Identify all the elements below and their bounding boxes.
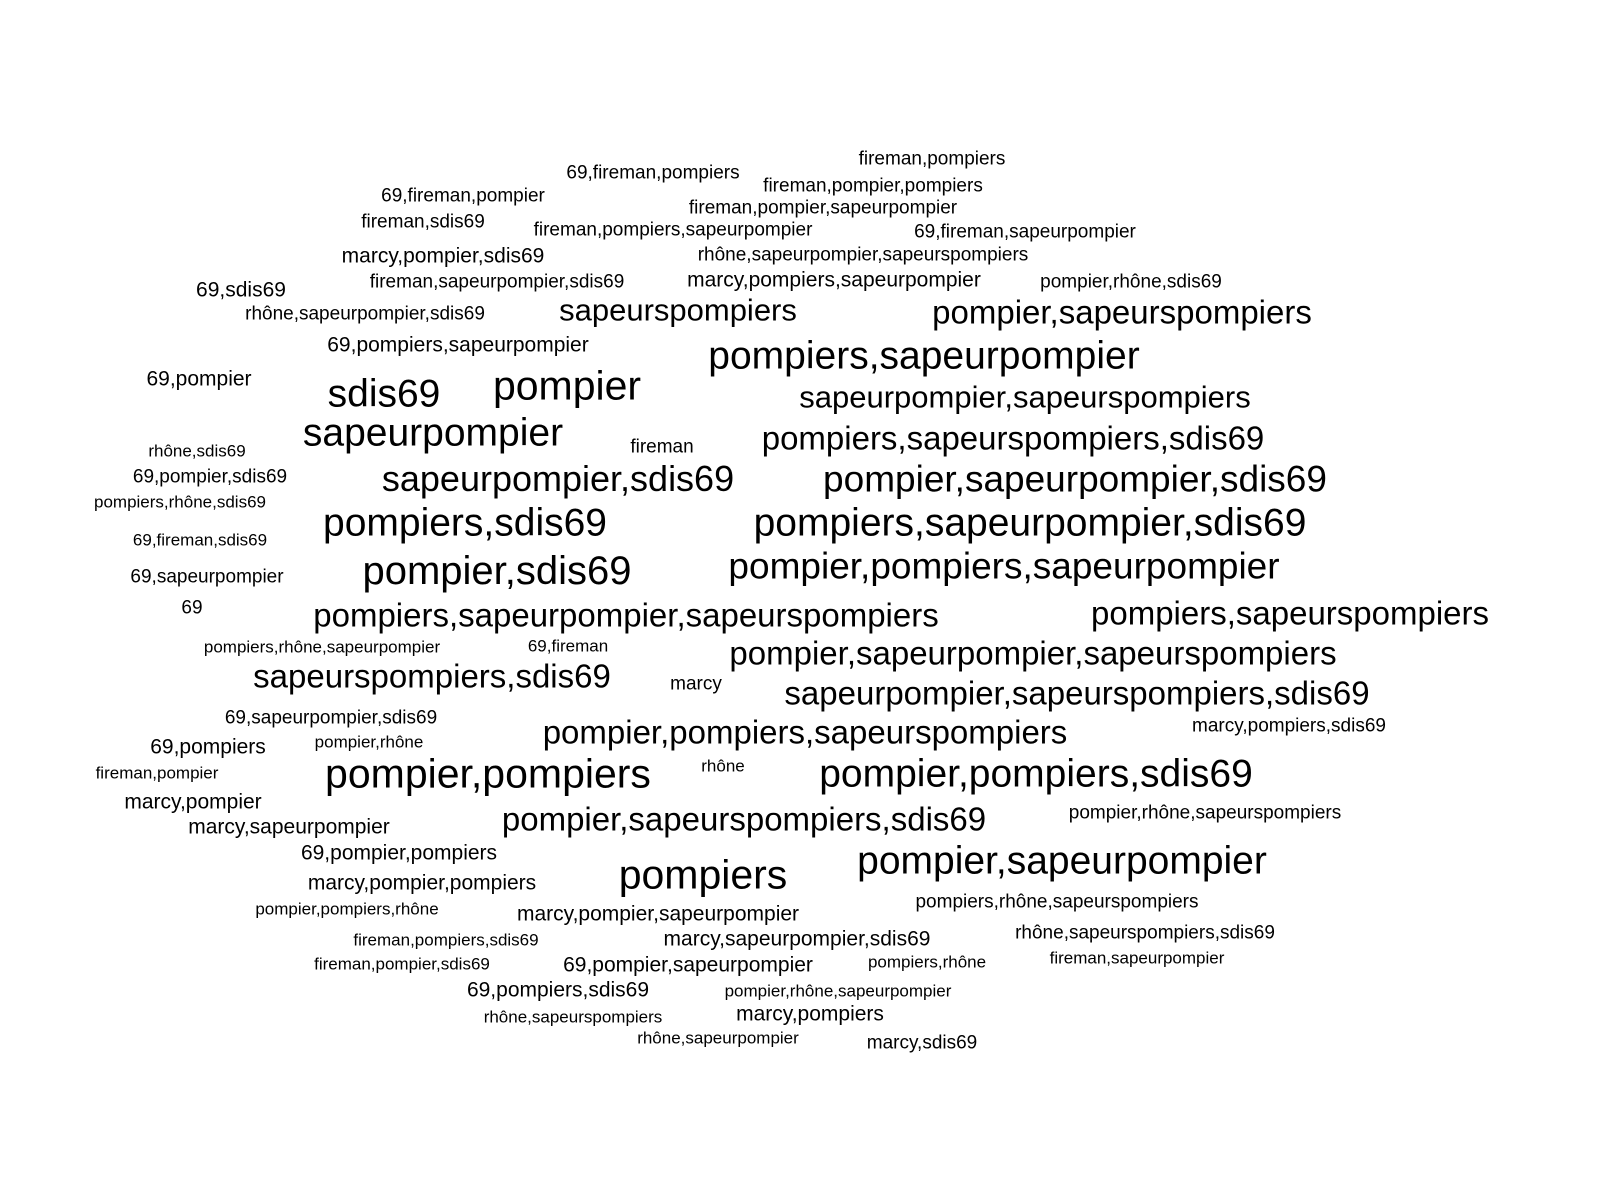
cloud-word: pompier,rhône xyxy=(314,732,424,752)
cloud-word: pompiers,rhône xyxy=(867,952,987,972)
cloud-word: pompier,pompiers,sapeurspompiers xyxy=(542,713,1068,751)
cloud-word: fireman,pompier,sapeurpompier xyxy=(688,197,958,219)
cloud-word: pompiers,sapeurpompier,sapeurspompiers xyxy=(313,596,939,634)
cloud-word: 69,pompiers,sapeurpompier xyxy=(327,333,589,357)
cloud-word: fireman,pompier,pompiers xyxy=(763,175,983,197)
cloud-word: pompier,sapeurspompiers xyxy=(932,293,1312,331)
cloud-word: marcy,sdis69 xyxy=(866,1032,978,1054)
cloud-word: pompiers,sapeurpompier xyxy=(708,334,1140,378)
cloud-word: marcy,pompier xyxy=(124,790,262,814)
cloud-word: marcy,pompier,sapeurpompier xyxy=(516,902,800,926)
cloud-word: rhône xyxy=(701,756,745,776)
cloud-word: rhône,sapeurpompier,sapeurspompiers xyxy=(697,244,1029,266)
cloud-word: sapeurspompiers,sdis69 xyxy=(253,657,611,695)
cloud-word: rhône,sapeurpompier xyxy=(637,1028,799,1048)
cloud-word: pompier,rhône,sapeurpompier xyxy=(724,981,952,1001)
cloud-word: 69,fireman xyxy=(527,636,609,656)
cloud-word: rhône,sapeurspompiers,sdis69 xyxy=(1015,922,1275,944)
cloud-word: pompier,pompiers,sapeurpompier xyxy=(728,545,1280,587)
cloud-word: sdis69 xyxy=(327,372,441,416)
cloud-word: 69,sapeurpompier,sdis69 xyxy=(224,707,438,729)
cloud-word: marcy,pompiers xyxy=(736,1002,884,1026)
cloud-word: pompiers xyxy=(618,851,788,898)
cloud-word: marcy xyxy=(670,673,722,695)
cloud-word: pompiers,sapeurpompier,sdis69 xyxy=(753,501,1307,545)
cloud-word: rhône,sapeurspompiers xyxy=(483,1007,663,1027)
cloud-word: fireman,sapeurpompier,sdis69 xyxy=(369,271,625,293)
cloud-word: pompier,pompiers,rhône xyxy=(255,899,439,919)
cloud-word: pompier xyxy=(492,362,642,409)
cloud-word: pompiers,rhône,sapeurpompier xyxy=(203,637,441,657)
cloud-word: marcy,sapeurpompier,sdis69 xyxy=(663,927,931,951)
cloud-word: marcy,pompiers,sdis69 xyxy=(1192,715,1386,737)
cloud-word: 69,fireman,pompier xyxy=(381,185,545,207)
cloud-word: pompier,sdis69 xyxy=(362,549,632,593)
cloud-word: sapeurpompier,sapeurspompiers,sdis69 xyxy=(784,674,1370,712)
cloud-word: 69,sdis69 xyxy=(196,278,286,302)
cloud-word: marcy,sapeurpompier xyxy=(188,815,390,839)
cloud-word: pompiers,sdis69 xyxy=(323,501,607,545)
cloud-word: pompiers,rhône,sdis69 xyxy=(94,492,266,512)
cloud-word: pompier,rhône,sdis69 xyxy=(1040,271,1222,293)
cloud-word: 69,pompier,pompiers xyxy=(300,841,498,865)
cloud-word: fireman,pompiers,sapeurpompier xyxy=(533,219,813,241)
cloud-word: fireman,sapeurpompier xyxy=(1049,948,1225,968)
cloud-word: pompier,sapeurpompier,sdis69 xyxy=(823,458,1327,500)
cloud-word: rhône,sdis69 xyxy=(148,441,246,461)
cloud-word: fireman,pompier,sdis69 xyxy=(314,954,490,974)
cloud-word: fireman,sdis69 xyxy=(361,211,485,233)
cloud-word: fireman,pompier xyxy=(95,763,219,783)
cloud-word: 69,pompier,sdis69 xyxy=(132,466,288,488)
cloud-word: pompiers,rhône,sapeurspompiers xyxy=(915,891,1199,913)
cloud-word: sapeurpompier xyxy=(302,411,564,455)
cloud-word: pompiers,sapeurspompiers,sdis69 xyxy=(761,419,1265,457)
cloud-word: marcy,pompiers,sapeurpompier xyxy=(687,268,981,292)
cloud-word: pompier,sapeurpompier,sapeurspompiers xyxy=(729,634,1337,672)
cloud-word: 69,fireman,pompiers xyxy=(566,162,740,184)
cloud-word: sapeurpompier,sapeurspompiers xyxy=(799,379,1251,415)
cloud-word: pompier,pompiers xyxy=(325,750,651,797)
cloud-word: 69,pompier,sapeurpompier xyxy=(563,953,813,977)
cloud-word: marcy,pompier,pompiers xyxy=(307,871,537,895)
cloud-word: pompier,rhône,sapeurspompiers xyxy=(1068,802,1342,824)
cloud-word: 69,fireman,sapeurpompier xyxy=(914,221,1136,243)
cloud-word: sapeurspompiers xyxy=(559,292,797,328)
cloud-word: pompier,sapeurspompiers,sdis69 xyxy=(501,800,987,838)
cloud-word: 69,fireman,sdis69 xyxy=(132,530,268,550)
cloud-word: 69 xyxy=(181,597,203,619)
cloud-word: sapeurpompier,sdis69 xyxy=(381,458,735,499)
cloud-word: 69,pompiers,sdis69 xyxy=(466,978,650,1002)
cloud-word: pompiers,sapeurspompiers xyxy=(1090,594,1490,632)
cloud-word: marcy,pompier,sdis69 xyxy=(341,244,545,268)
cloud-word: 69,pompiers xyxy=(150,735,266,759)
cloud-word: fireman xyxy=(630,436,694,458)
cloud-word: fireman,pompiers,sdis69 xyxy=(353,930,539,950)
cloud-word: rhône,sapeurpompier,sdis69 xyxy=(245,303,485,325)
cloud-word: pompier,sapeurpompier xyxy=(857,839,1267,883)
cloud-word: fireman,pompiers xyxy=(858,148,1006,170)
cloud-word: 69,sapeurpompier xyxy=(130,566,284,588)
cloud-word: pompier,pompiers,sdis69 xyxy=(819,752,1253,796)
cloud-word: 69,pompier xyxy=(146,367,252,391)
